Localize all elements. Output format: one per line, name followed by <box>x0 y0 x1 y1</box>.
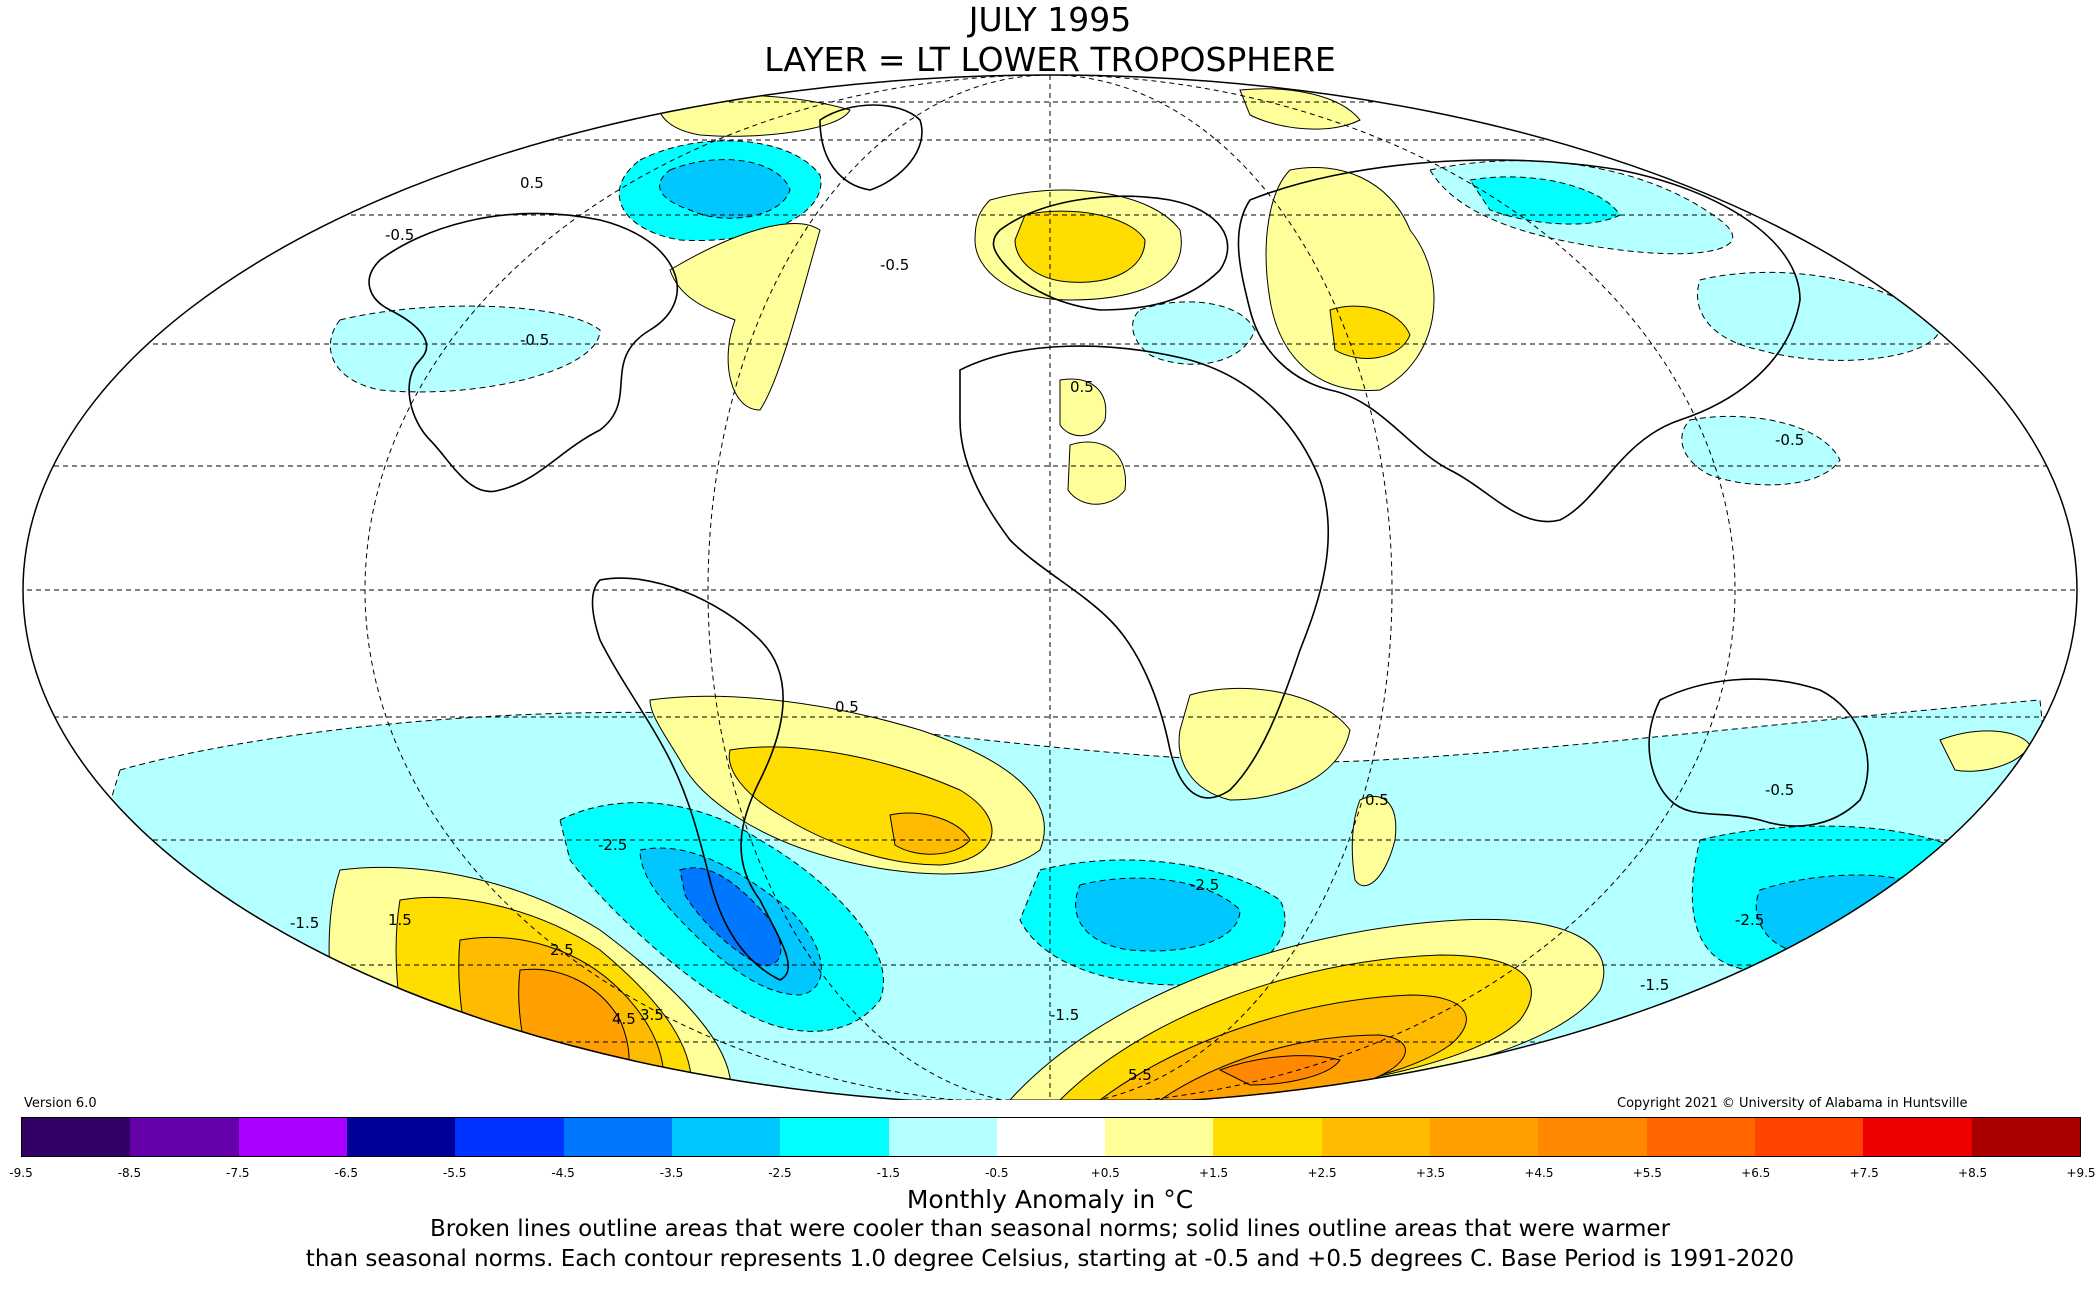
contour-label: 5.5 <box>1128 1066 1152 1084</box>
contour-label: -0.5 <box>520 331 549 349</box>
colorbar-swatch <box>1863 1118 1972 1156</box>
warm-region-west-africa <box>1067 441 1127 505</box>
title-line-1: JULY 1995 <box>968 0 1132 39</box>
contour-label: -1.5 <box>290 914 319 932</box>
colorbar-tick-label: +2.5 <box>1307 1166 1337 1180</box>
colorbar-swatch <box>780 1118 889 1156</box>
colorbar-swatch <box>455 1118 564 1156</box>
cool-region-north-atlantic-core <box>659 159 791 219</box>
colorbar-tick-label: -1.5 <box>876 1166 901 1180</box>
colorbar-tick-label: -5.5 <box>442 1166 467 1180</box>
caption-line-1: Broken lines outline areas that were coo… <box>429 1216 1671 1242</box>
colorbar-tick-label: +0.5 <box>1090 1166 1120 1180</box>
contour-label: -1.5 <box>1050 1006 1079 1024</box>
colorbar-swatch <box>130 1118 239 1156</box>
warm-region-central-asia-core <box>1329 305 1411 359</box>
cool-region-west-pacific <box>1681 415 1841 486</box>
continent-outlines <box>368 104 1869 981</box>
colorbar-tick-label: -8.5 <box>117 1166 142 1180</box>
colorbar-swatch <box>1755 1118 1864 1156</box>
warm-region-indian-ocean <box>1351 795 1397 887</box>
cool-region-mediterranean <box>1132 301 1256 365</box>
contour-label: 1.5 <box>388 911 412 929</box>
warm-region-atlantic-tongue <box>669 223 821 411</box>
colorbar-ticks: -9.5 -8.5 -7.5 -6.5 -5.5 -4.5 -3.5 -2.5 -1.5 -0.5… <box>9 1166 2095 1184</box>
colorbar-swatch <box>22 1118 131 1156</box>
cool-region-south-atlantic-core <box>1075 877 1241 952</box>
colorbar-swatch <box>1971 1118 2080 1156</box>
cool-region-north-pacific <box>330 305 601 393</box>
colorbar-swatch <box>1646 1118 1755 1156</box>
contour-label: -0.5 <box>880 256 909 274</box>
version-label: Version 6.0 <box>24 1096 97 1111</box>
contour-label: 0.5 <box>1365 791 1389 809</box>
europe-outline <box>992 195 1229 311</box>
contour-label: 3.5 <box>640 1006 664 1024</box>
colorbar-tick-label: +3.5 <box>1415 1166 1446 1180</box>
colorbar-tick-label: -4.5 <box>551 1166 575 1180</box>
contour-label: -2.5 <box>1735 911 1764 929</box>
colorbar-tick-label: +6.5 <box>1741 1166 1771 1180</box>
cool-region-east-asia <box>1697 271 1941 361</box>
warm-region-europe-core <box>1014 210 1146 283</box>
colorbar-tick-label: -7.5 <box>226 1166 250 1180</box>
global-anomaly-map: 0.5 -0.5 -1.5 1.5 2.5 -2.5 3.5 4.5 5.5 -… <box>22 74 2078 1100</box>
title-line-2: LAYER = LT LOWER TROPOSPHERE <box>764 40 1336 79</box>
contour-label: 0.5 <box>520 174 544 192</box>
contour-label: -0.5 <box>1775 431 1804 449</box>
contour-label: -2.5 <box>598 836 627 854</box>
map-title: JULY 1995 LAYER = LT LOWER TROPOSPHERE <box>0 0 2100 80</box>
north-america-outline <box>368 212 678 493</box>
colorbar-swatch <box>346 1118 456 1156</box>
colorbar-tick-label: -9.5 <box>9 1166 33 1180</box>
south-america-outline <box>591 577 790 981</box>
colorbar-tick-label: +8.5 <box>1958 1166 1988 1180</box>
colorbar-tick-label: +9.5 <box>2066 1166 2096 1180</box>
colorbar-swatch <box>1213 1118 1322 1156</box>
contour-label: 2.5 <box>550 941 574 959</box>
contour-label: -1.5 <box>1640 976 1669 994</box>
map-caption: Broken lines outline areas that were coo… <box>0 1214 2100 1274</box>
colorbar-swatch <box>1430 1118 1539 1156</box>
colorbar-tick-label: -6.5 <box>334 1166 358 1180</box>
caption-line-2: than seasonal norms. Each contour repres… <box>305 1246 1795 1272</box>
greenland-outline <box>819 104 923 191</box>
asia-outline <box>1237 159 1801 523</box>
colorbar-swatch <box>238 1118 347 1156</box>
copyright-label: Copyright 2021 © University of Alabama i… <box>1617 1096 1968 1111</box>
colorbar-tick-label: -0.5 <box>985 1166 1009 1180</box>
colorbar-swatch <box>888 1118 997 1156</box>
colorbar-tick-label: +7.5 <box>1849 1166 1879 1180</box>
contour-label: -2.5 <box>1190 876 1219 894</box>
colorbar-swatch <box>563 1118 672 1156</box>
contour-label: 4.5 <box>612 1010 636 1028</box>
contour-label: 0.5 <box>1070 378 1094 396</box>
colorbar-swatch <box>1105 1118 1214 1156</box>
cool-region-south-america-tip-peak <box>679 867 782 967</box>
colorbar <box>21 1117 2081 1157</box>
australia-outline <box>1648 678 1869 827</box>
warm-region-arctic-east <box>1239 88 1361 130</box>
colorbar-swatch <box>671 1118 781 1156</box>
colorbar-units: Monthly Anomaly in °C <box>906 1185 1194 1214</box>
colorbar-swatch <box>1321 1118 1431 1156</box>
contour-label: -0.5 <box>1765 781 1794 799</box>
colorbar-tick-label: +4.5 <box>1524 1166 1554 1180</box>
colorbar-tick-label: +5.5 <box>1632 1166 1662 1180</box>
warm-region-antarctic-indian-5 <box>1218 1055 1341 1086</box>
colorbar-tick-label: +1.5 <box>1199 1166 1229 1180</box>
contour-label: -0.5 <box>385 226 414 244</box>
colorbar-tick-label: -3.5 <box>659 1166 684 1180</box>
cool-region-australia-core <box>1755 874 1931 951</box>
colorbar-swatch <box>1538 1118 1647 1156</box>
warm-region-sahara <box>1059 378 1107 437</box>
contour-label: 0.5 <box>835 698 859 716</box>
colorbar-swatch <box>996 1118 1106 1156</box>
colorbar-tick-label: -2.5 <box>768 1166 792 1180</box>
africa-outline <box>959 345 1330 799</box>
warm-region-south-america-peak <box>889 812 971 855</box>
globe-outline <box>22 74 2078 1100</box>
warm-region-south-africa <box>1178 687 1351 801</box>
